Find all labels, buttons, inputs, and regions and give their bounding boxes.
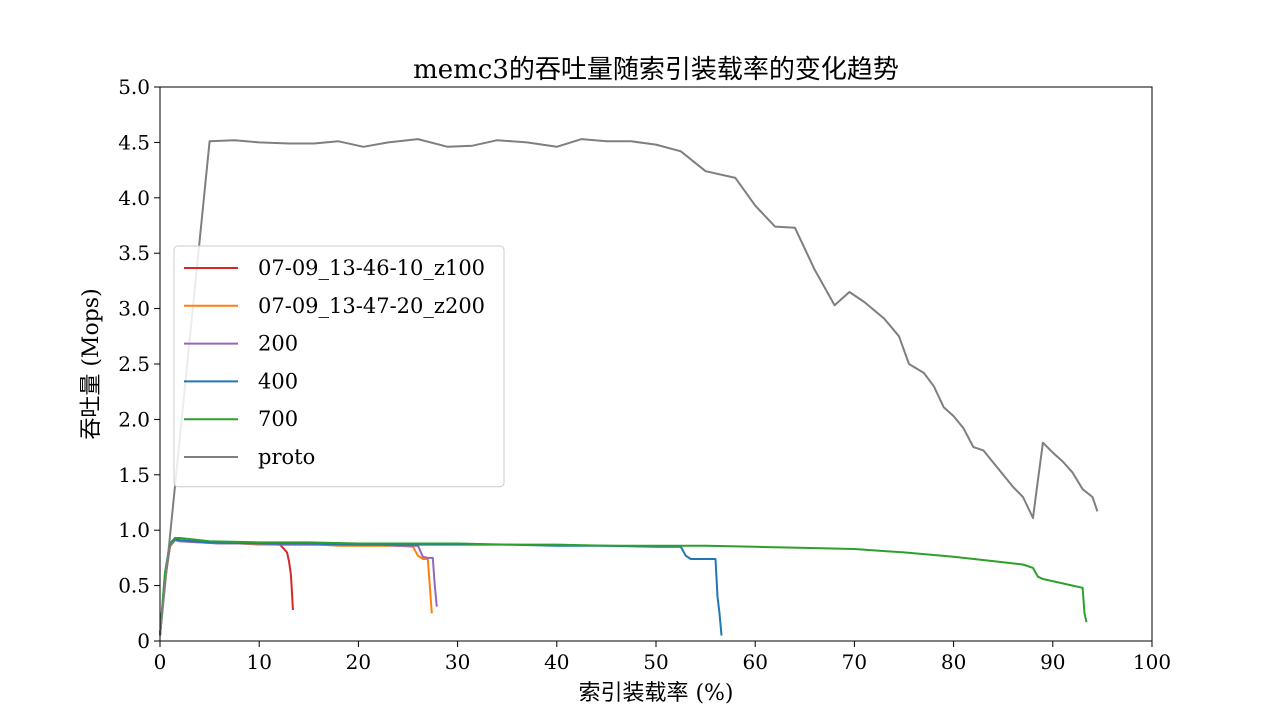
x-tick-label: 80 bbox=[941, 650, 966, 674]
y-tick-label: 0.5 bbox=[118, 574, 150, 598]
y-tick-label: 3.0 bbox=[118, 297, 150, 321]
series-line-4 bbox=[159, 537, 1088, 636]
series-line-2 bbox=[159, 539, 438, 636]
x-tick-label: 100 bbox=[1133, 650, 1171, 674]
x-tick-label: 10 bbox=[246, 650, 271, 674]
x-tick-label: 90 bbox=[1040, 650, 1065, 674]
y-tick-label: 3.5 bbox=[118, 241, 150, 265]
legend-label-5: proto bbox=[258, 445, 315, 469]
series-line-0 bbox=[159, 538, 294, 636]
tick-layer: 0 10 20 30 40 50 60 70 80 90 100 0 0.5 1.0 1.5 2.0 2.5 3.… bbox=[118, 75, 1171, 674]
x-tick-label: 20 bbox=[346, 650, 371, 674]
y-tick-label: 0 bbox=[137, 629, 150, 653]
x-tick-label: 70 bbox=[842, 650, 867, 674]
series-layer bbox=[159, 138, 1099, 636]
legend-label-3: 400 bbox=[258, 369, 298, 393]
series-line-1 bbox=[159, 539, 433, 636]
y-axis-title: 吞吐量 (Mops) bbox=[79, 288, 104, 439]
legend-label-1: 07-09_13-47-20_z200 bbox=[258, 294, 485, 318]
series-line-5 bbox=[159, 138, 1099, 636]
y-tick-label: 1.0 bbox=[118, 518, 150, 542]
y-tick-label: 2.5 bbox=[118, 352, 150, 376]
y-tick-label: 2.0 bbox=[118, 407, 150, 431]
x-tick-label: 50 bbox=[643, 650, 668, 674]
x-axis-title: 索引装载率 (%) bbox=[578, 681, 733, 706]
y-tick-label: 4.5 bbox=[118, 130, 150, 154]
legend-label-0: 07-09_13-46-10_z100 bbox=[258, 256, 485, 280]
legend-box bbox=[173, 245, 505, 488]
legend: 07-09_13-46-10_z100 07-09_13-47-20_z200 20… bbox=[173, 245, 505, 488]
plot-area-frame bbox=[159, 86, 1153, 642]
y-tick-label: 5.0 bbox=[118, 75, 150, 99]
x-tick-label: 40 bbox=[544, 650, 569, 674]
legend-label-2: 200 bbox=[258, 332, 298, 356]
y-tick-label: 1.5 bbox=[118, 463, 150, 487]
legend-label-4: 700 bbox=[258, 407, 298, 431]
y-tick-label: 4.0 bbox=[118, 186, 150, 210]
chart-title: memc3的吞吐量随索引装载率的变化趋势 bbox=[413, 55, 899, 85]
x-tick-label: 0 bbox=[154, 650, 167, 674]
x-tick-label: 30 bbox=[445, 650, 470, 674]
series-line-3 bbox=[159, 538, 723, 636]
x-tick-label: 60 bbox=[742, 650, 767, 674]
